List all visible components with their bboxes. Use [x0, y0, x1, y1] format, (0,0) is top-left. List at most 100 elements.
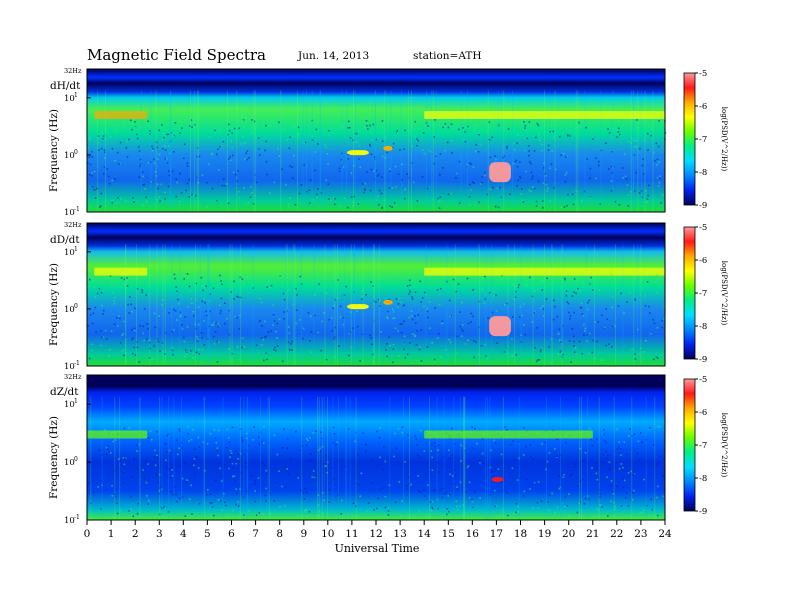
spectral-feature	[424, 267, 665, 276]
colorbar-tick-label: -8	[699, 168, 707, 178]
y-tick-label: 10	[64, 248, 75, 258]
x-axis-label: Universal Time	[335, 542, 420, 555]
x-tick-label: 7	[252, 528, 259, 540]
y-tick-label: 10	[64, 94, 75, 104]
y-axis-label: Frequency (Hz)	[48, 416, 60, 499]
x-tick-label: 21	[586, 528, 599, 540]
spectral-feature	[383, 145, 393, 151]
spectral-feature	[87, 430, 148, 439]
y-tick-label: 10	[64, 208, 75, 218]
panel-frame	[86, 68, 666, 213]
y-tick-label: 10	[64, 305, 75, 315]
x-tick-label: 6	[228, 528, 235, 540]
x-tick-label: 4	[180, 528, 187, 540]
panel-name: dH/dt	[50, 80, 81, 92]
x-tick-label: 22	[610, 528, 623, 540]
y-tick-exponent: 1	[74, 246, 78, 253]
colorbar	[683, 226, 696, 360]
colorbar-tick-label: -8	[699, 474, 707, 484]
spectral-feature	[94, 111, 148, 119]
spectral-feature	[489, 162, 511, 183]
spectral-feature	[424, 111, 665, 119]
y-axis-label: Frequency (Hz)	[48, 263, 60, 346]
spectral-feature	[424, 430, 593, 439]
y-tick-label: 10	[64, 516, 75, 526]
colorbar-label: log(PSD(V^2/Hz))	[720, 107, 728, 172]
station-label: station=ATH	[413, 50, 482, 62]
colorbar-tick-label: -5	[699, 375, 707, 385]
spectral-feature	[491, 477, 504, 482]
time-axis: 0 1 2 3 4 5 6 7 8 9 10 11 12 13 14 15 16 17 18 19 20 21 22 23 24	[84, 520, 672, 540]
y-top-label: 32Hz	[64, 373, 82, 381]
colorbar-tick-label: -9	[699, 201, 707, 211]
x-tick-label: 16	[466, 528, 480, 540]
x-tick-label: 8	[276, 528, 283, 540]
x-tick-label: 19	[538, 528, 551, 540]
panel-name: dD/dt	[50, 234, 80, 246]
x-tick-label: 15	[442, 528, 455, 540]
panel-name: dZ/dt	[50, 386, 79, 398]
x-tick-label: 12	[369, 528, 382, 540]
y-tick-exponent: -1	[74, 514, 80, 521]
x-tick-label: 3	[156, 528, 163, 540]
y-axis-label: Frequency (Hz)	[48, 109, 60, 192]
x-tick-label: 10	[321, 528, 334, 540]
y-tick-exponent: -1	[74, 360, 80, 367]
spectrogram-texture	[87, 396, 665, 520]
colorbar	[683, 72, 696, 206]
x-tick-label: 20	[562, 528, 575, 540]
y-tick-label: 10	[64, 458, 75, 468]
spectral-feature	[347, 304, 369, 310]
x-tick-label: 24	[658, 528, 672, 540]
y-tick-exponent: 0	[74, 303, 78, 310]
date-label: Jun. 14, 2013	[297, 50, 369, 62]
spectrogram-texture	[87, 90, 667, 212]
x-tick-label: 17	[490, 528, 503, 540]
y-tick-exponent: 1	[74, 398, 78, 405]
x-tick-label: 13	[393, 528, 406, 540]
colorbar-tick-label: -7	[699, 441, 707, 451]
x-tick-label: 9	[300, 528, 307, 540]
spectrogram-background	[87, 69, 665, 212]
y-tick-label: 10	[64, 151, 75, 161]
y-tick-label: 10	[64, 362, 75, 372]
x-tick-label: 11	[345, 528, 358, 540]
x-tick-label: 0	[84, 528, 91, 540]
y-top-label: 32Hz	[64, 221, 82, 229]
y-tick-exponent: 1	[74, 92, 78, 99]
spectrogram-background	[87, 375, 665, 520]
colorbar-tick-label: -6	[699, 408, 707, 418]
spectral-feature	[347, 150, 369, 156]
colorbar-tick-label: -8	[699, 322, 707, 332]
x-tick-label: 23	[634, 528, 647, 540]
colorbar-tick-label: -7	[699, 135, 707, 145]
y-tick-label: 10	[64, 400, 75, 410]
x-tick-label: 2	[132, 528, 139, 540]
colorbar-tick-label: -6	[699, 102, 707, 112]
colorbar-tick-label: -7	[699, 289, 707, 299]
x-tick-label: 5	[204, 528, 211, 540]
y-tick-exponent: 0	[74, 149, 78, 156]
y-top-label: 32Hz	[64, 67, 82, 75]
x-tick-label: 1	[108, 528, 115, 540]
spectral-feature	[489, 316, 511, 337]
y-tick-exponent: 0	[74, 456, 78, 463]
colorbar-label: log(PSD(V^2/Hz))	[720, 261, 728, 326]
x-tick-label: 18	[514, 528, 527, 540]
spectral-feature	[383, 299, 393, 305]
spectrogram-background	[87, 223, 665, 366]
spectral-feature	[94, 267, 148, 276]
panel-frame	[86, 222, 666, 367]
y-tick-exponent: -1	[74, 206, 80, 213]
colorbar	[683, 378, 696, 512]
colorbar-tick-label: -5	[699, 223, 707, 233]
colorbar-tick-label: -9	[699, 507, 707, 517]
x-tick-label: 14	[418, 528, 432, 540]
colorbar-label: log(PSD(V^2/Hz))	[720, 413, 728, 478]
colorbar-tick-label: -5	[699, 69, 707, 79]
